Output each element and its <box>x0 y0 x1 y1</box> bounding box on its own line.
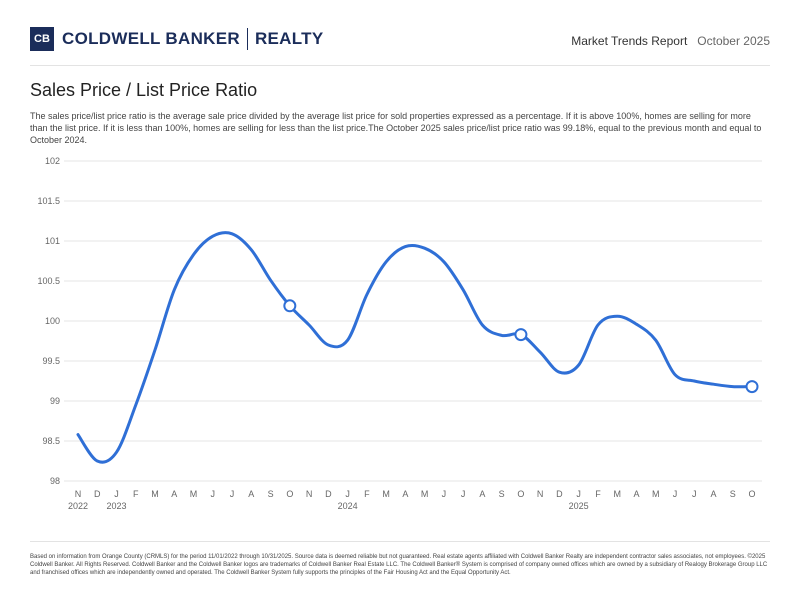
report-name: Market Trends Report <box>571 34 688 48</box>
y-tick-label: 98.5 <box>42 436 60 446</box>
x-tick-label: A <box>402 489 408 499</box>
x-tick-label: D <box>556 489 563 499</box>
chart: 98 98.5 99 99.5 100 100.5 101 101.5 102 N 2022 D J 20… <box>37 156 762 511</box>
brand: COLDWELL BANKER <box>62 29 240 48</box>
y-tick-label: 101 <box>45 236 60 246</box>
footer-rule <box>30 541 770 542</box>
x-tick-label: M <box>382 489 390 499</box>
x-tick-label: M <box>190 489 198 499</box>
point-marker <box>745 380 759 394</box>
x-tick-label: D <box>325 489 332 499</box>
chart-title: Sales Price / List Price Ratio <box>30 80 258 100</box>
x-tick-label: M <box>652 489 660 499</box>
x-tick-label: J <box>230 489 235 499</box>
x-tick-label: J <box>692 489 697 499</box>
point-marker <box>283 299 297 313</box>
y-tick-label: 101.5 <box>37 196 60 206</box>
report-date: October 2025 <box>697 34 770 48</box>
x-tick-label: S <box>499 489 505 499</box>
x-tick-label: N <box>306 489 313 499</box>
x-tick-label: A <box>633 489 639 499</box>
x-tick-label: O <box>286 489 293 499</box>
x-tick-label: O <box>748 489 755 499</box>
logo-mark: CB <box>30 27 54 51</box>
x-year-label: 2023 <box>106 501 126 511</box>
x-tick-label: A <box>710 489 716 499</box>
point-marker <box>514 328 528 342</box>
x-tick-label: M <box>151 489 159 499</box>
x-tick-label: J <box>461 489 466 499</box>
footer: Based on information from Orange County … <box>30 554 768 576</box>
x-year-label: 2022 <box>68 501 88 511</box>
header-rule <box>30 65 770 66</box>
y-tick-label: 99.5 <box>42 356 60 366</box>
x-tick-label: S <box>730 489 736 499</box>
x-tick-label: N <box>75 489 82 499</box>
y-tick-label: 99 <box>50 396 60 406</box>
report-info: Market Trends Report October 2025 <box>571 34 770 48</box>
x-tick-label: J <box>345 489 350 499</box>
x-tick-label: F <box>133 489 139 499</box>
logo-separator <box>246 28 248 50</box>
x-tick-label: A <box>479 489 485 499</box>
logo: CB COLDWELL BANKER REALTY <box>30 27 324 51</box>
x-tick-label: D <box>94 489 101 499</box>
brand-suffix: REALTY <box>254 29 324 48</box>
y-tick-label: 100 <box>45 316 60 326</box>
x-tick-label: M <box>613 489 621 499</box>
y-tick-label: 100.5 <box>37 276 60 286</box>
x-tick-label: A <box>171 489 177 499</box>
x-year-label: 2024 <box>338 501 358 511</box>
y-tick-label: 102 <box>45 156 60 166</box>
x-year-label: 2025 <box>569 501 589 511</box>
x-tick-label: A <box>248 489 254 499</box>
x-tick-label: J <box>114 489 119 499</box>
x-tick-label: F <box>364 489 370 499</box>
x-tick-label: F <box>595 489 601 499</box>
x-tick-label: J <box>673 489 678 499</box>
x-tick-label: N <box>537 489 544 499</box>
chart-subtitle: The sales price/list price ratio is the … <box>30 111 762 145</box>
x-tick-label: M <box>421 489 429 499</box>
x-tick-label: J <box>576 489 581 499</box>
x-tick-label: S <box>268 489 274 499</box>
x-tick-label: J <box>211 489 216 499</box>
y-tick-label: 98 <box>50 476 60 486</box>
line <box>76 231 754 464</box>
x-tick-label: J <box>442 489 447 499</box>
x-tick-label: O <box>517 489 524 499</box>
